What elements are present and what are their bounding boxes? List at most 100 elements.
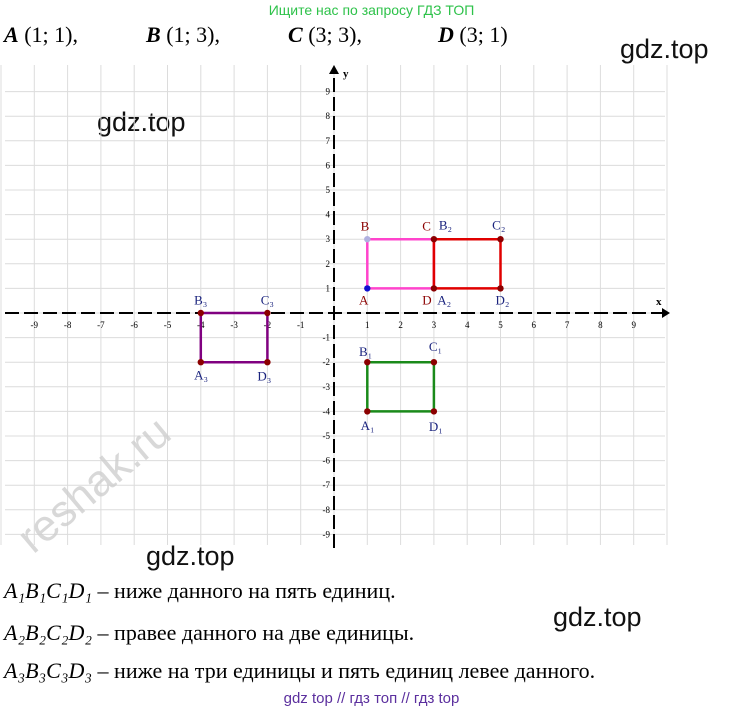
point-c-value: (3; 3), [308, 22, 362, 47]
y-tick-label: -5 [323, 431, 331, 441]
vertex-label-d: D [422, 292, 431, 307]
point-d-name: D [438, 22, 454, 47]
vertex-label-c1: C₁ [429, 339, 442, 354]
x-tick-label: 9 [631, 320, 636, 330]
point-a-value: (1; 1), [24, 22, 78, 47]
x-tick-label: 6 [532, 320, 537, 330]
vertex-point [364, 359, 371, 366]
point-b-value: (1; 3), [166, 22, 220, 47]
x-tick-label: -5 [164, 320, 172, 330]
x-tick-label: 7 [565, 320, 570, 330]
x-tick-label: 5 [498, 320, 503, 330]
vertex-point [364, 236, 371, 243]
rectangles [197, 236, 504, 415]
vertex-label-a: A [359, 292, 369, 307]
vertex-label-b: B [361, 219, 370, 234]
point-b-name: B [146, 22, 161, 47]
x-axis-arrow [662, 308, 670, 318]
vertex-label-a1: A₁ [361, 418, 375, 433]
x-tick-label: -9 [31, 320, 39, 330]
point-d-coords: D (3; 1) [438, 22, 508, 48]
vertex-point [497, 285, 504, 292]
y-tick-label: 9 [326, 87, 331, 97]
y-tick-label: -4 [323, 406, 331, 416]
vertex-label-d3: D₃ [257, 369, 271, 384]
vertex-point [264, 359, 271, 366]
x-tick-label: 2 [398, 320, 403, 330]
y-axis-arrow [329, 65, 339, 74]
vertex-point [264, 309, 271, 317]
explanation-line-3: A₃B₃C₃D₃ – ниже на три единицы и пять ед… [4, 658, 595, 684]
y-tick-label: 8 [326, 111, 331, 121]
y-tick-label: 1 [326, 283, 331, 293]
x-tick-label: 1 [365, 320, 370, 330]
y-tick-label: 4 [326, 210, 331, 220]
point-c-coords: C (3; 3), [288, 22, 362, 48]
y-tick-label: 2 [326, 259, 331, 269]
y-tick-label: -9 [323, 529, 331, 539]
top-banner: Ищите нас по запросу ГДЗ ТОП [268, 2, 475, 18]
vertex-labels: A B C D A₂ B₂ C₂ D₂ B₁ C₁ A₁ D₁ B₃ C₃ A₃ D₃ [194, 217, 509, 434]
vertex-point [364, 408, 371, 415]
vertex-point [197, 309, 204, 317]
y-tick-label: 6 [326, 160, 331, 170]
x-axis-label: x [656, 296, 662, 308]
y-tick-label: -3 [323, 382, 331, 392]
y-tick-label: -6 [323, 456, 331, 466]
watermark-bottom-right: gdz.top [553, 602, 642, 632]
x-tick-label: -3 [230, 320, 238, 330]
x-tick-label: -7 [97, 320, 105, 330]
vertex-label-d1: D₁ [429, 419, 443, 434]
y-tick-label: -2 [323, 357, 331, 367]
vertex-point [430, 285, 438, 292]
point-d-value: (3; 1) [459, 22, 508, 47]
coordinate-plane: xy -9 -8 -7 -6 -5 -4 -3 -2 -1 1 2 3 4 5 6 7 8 9987654321-… [0, 65, 670, 548]
y-tick-label: 7 [326, 136, 331, 146]
vertex-label-b1: B₁ [359, 344, 372, 359]
point-c-name: C [288, 22, 303, 47]
vertex-label-c2: C₂ [492, 217, 505, 232]
x-tick-label: 3 [432, 320, 437, 330]
footer: gdz top // гдз топ // гдз top [283, 690, 460, 707]
figure-3-text: – ниже на три единицы и пять единиц леве… [92, 658, 596, 683]
explanation-line-2: A₂B₂C₂D₂ – правее данного на две единицы… [4, 620, 414, 646]
vertex-label-d2: D₂ [496, 292, 510, 307]
vertex-point [497, 236, 504, 243]
explanation-line-1: A₁B₁C₁D₁ – ниже данного на пять единиц. [4, 578, 396, 604]
y-tick-label: 5 [326, 185, 331, 195]
y-tick-label: -7 [323, 480, 331, 490]
y-axis-label: y [343, 68, 349, 80]
point-a-name: A [4, 22, 19, 47]
x-tick-label: 8 [598, 320, 603, 330]
figure-2-name: A₂B₂C₂D₂ [4, 620, 93, 645]
y-tick-label: -8 [323, 505, 331, 515]
vertex-point [197, 359, 204, 366]
figure-1-name: A₁B₁C₁D₁ [4, 578, 93, 603]
vertex-label-a2: A₂ [437, 292, 451, 307]
x-tick-label: -6 [130, 320, 138, 330]
point-b-coords: B (1; 3), [146, 22, 220, 48]
grid [0, 65, 668, 545]
x-tick-label: 4 [465, 320, 470, 330]
point-a-coords: A (1; 1), [4, 22, 78, 48]
y-tick-label: 3 [326, 234, 331, 244]
vertex-label-b2: B₂ [439, 217, 452, 232]
watermark-bottom-left: gdz.top [146, 541, 235, 571]
vertex-label-c: C [422, 219, 431, 234]
x-tick-label: -1 [297, 320, 305, 330]
y-tick-label: -1 [323, 333, 331, 343]
vertex-point [364, 285, 371, 292]
vertex-point [430, 236, 438, 243]
figure-1-text: – ниже данного на пять единиц. [92, 578, 396, 603]
vertex-point [430, 408, 438, 415]
x-tick-label: -8 [64, 320, 72, 330]
vertex-label-a3: A₃ [194, 367, 208, 382]
vertex-label-c3: C₃ [261, 292, 274, 307]
figure-2-text: – правее данного на две единицы. [92, 620, 415, 645]
watermark-top-left: gdz.top [97, 107, 186, 137]
figure-3-name: A₃B₃C₃D₃ [4, 658, 93, 683]
watermark-top-right: gdz.top [620, 34, 709, 64]
axes: xy [5, 65, 670, 548]
vertex-label-b3: B₃ [194, 292, 207, 307]
vertex-point [430, 359, 438, 366]
